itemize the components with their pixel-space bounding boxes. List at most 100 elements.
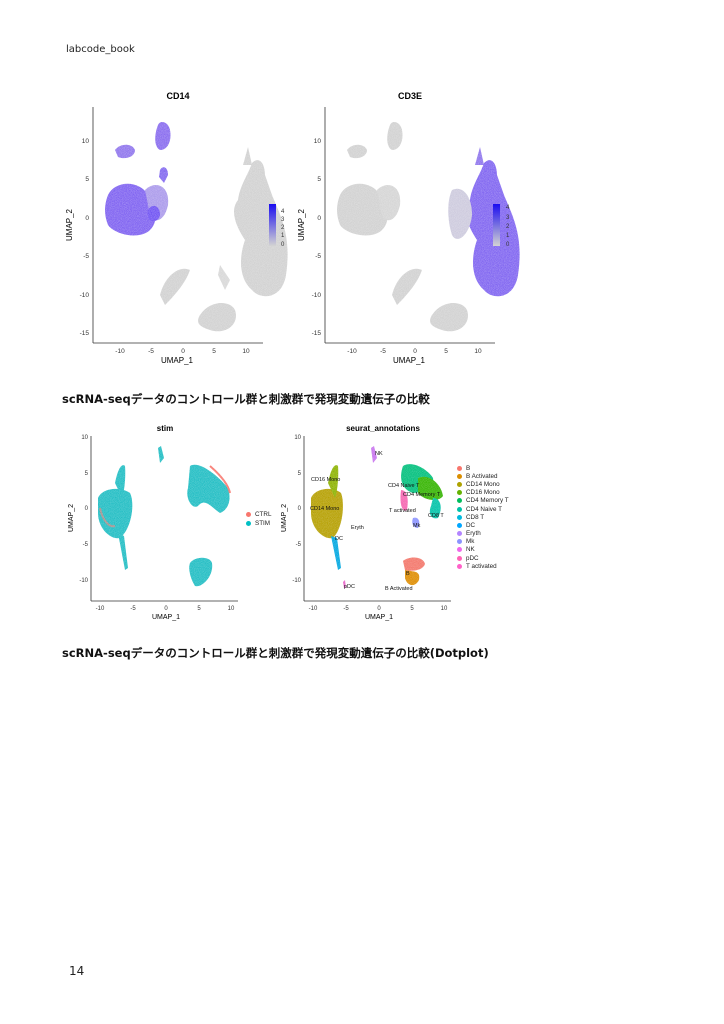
svg-text:10: 10 xyxy=(314,138,322,145)
svg-text:10: 10 xyxy=(294,435,301,441)
svg-text:1: 1 xyxy=(506,233,510,239)
legend-item: CD8 T xyxy=(457,513,509,521)
svg-text:Mk: Mk xyxy=(413,523,421,529)
svg-text:5: 5 xyxy=(444,348,448,355)
svg-text:-5: -5 xyxy=(380,348,386,355)
legend-dot-icon xyxy=(457,473,462,479)
svg-text:2: 2 xyxy=(506,224,510,230)
stim-panel: stim 10 5 0 -5 -10 -10 -5 0 5 10 UMAP_1 UMAP_2 xyxy=(68,424,239,621)
legend-dot-icon xyxy=(457,555,462,561)
legend-item: CD4 Naive T xyxy=(457,505,509,513)
legend-item: T activated xyxy=(457,562,509,570)
legend-dot-icon xyxy=(457,522,462,528)
svg-text:-10: -10 xyxy=(96,606,105,612)
legend-item: DC xyxy=(457,521,509,529)
legend-dot-icon xyxy=(457,490,462,496)
svg-text:10: 10 xyxy=(474,348,482,355)
svg-text:CD14 Mono: CD14 Mono xyxy=(310,506,339,512)
legend-dot-icon xyxy=(457,531,462,537)
svg-text:-10: -10 xyxy=(115,348,125,355)
svg-text:5: 5 xyxy=(85,176,89,183)
cd3e-title: CD3E xyxy=(398,91,422,101)
svg-text:0: 0 xyxy=(281,242,285,248)
legend-item: CD4 Memory T xyxy=(457,497,509,505)
svg-text:UMAP_2: UMAP_2 xyxy=(297,208,306,241)
svg-text:NK: NK xyxy=(375,451,383,457)
svg-text:-5: -5 xyxy=(83,542,89,548)
legend-dot-icon xyxy=(246,521,251,526)
svg-text:10: 10 xyxy=(228,606,235,612)
svg-text:5: 5 xyxy=(197,606,201,612)
svg-text:0: 0 xyxy=(377,606,381,612)
svg-text:-10: -10 xyxy=(347,348,357,355)
svg-text:-5: -5 xyxy=(130,606,136,612)
svg-text:5: 5 xyxy=(212,348,216,355)
svg-text:10: 10 xyxy=(82,138,90,145)
svg-text:0: 0 xyxy=(85,506,89,512)
svg-text:0: 0 xyxy=(506,242,510,248)
legend-dot-icon xyxy=(457,498,462,504)
legend-dot-icon xyxy=(457,539,462,545)
section-heading-dotplot: scRNA-seqデータのコントロール群と刺激群で発現変動遺伝子の比較(Dotp… xyxy=(62,646,489,660)
svg-text:0: 0 xyxy=(317,215,321,222)
legend-item: B xyxy=(457,464,509,472)
legend-item: NK xyxy=(457,546,509,554)
svg-text:CD8 T: CD8 T xyxy=(428,513,444,519)
running-header: labcode_book xyxy=(66,44,135,55)
svg-text:4: 4 xyxy=(281,209,285,215)
svg-text:B Activated: B Activated xyxy=(385,586,413,592)
annotations-panel: seurat_annotations 10 5 0 -5 -10 -10 -5 0 5 10… xyxy=(281,424,452,621)
dimplot-svg: stim 10 5 0 -5 -10 -10 -5 0 5 10 UMAP_1 UMAP_2 xyxy=(68,424,452,621)
page-number: 14 xyxy=(69,964,85,978)
svg-text:UMAP_1: UMAP_1 xyxy=(161,356,194,365)
svg-text:B: B xyxy=(406,571,410,577)
legend-dot-icon xyxy=(457,547,462,553)
svg-text:0: 0 xyxy=(164,606,168,612)
svg-text:-5: -5 xyxy=(343,606,349,612)
legend-item: Eryth xyxy=(457,530,509,538)
svg-text:10: 10 xyxy=(81,435,88,441)
svg-text:UMAP_1: UMAP_1 xyxy=(393,356,426,365)
svg-text:-10: -10 xyxy=(292,578,301,584)
legend-dot-icon xyxy=(246,512,251,517)
svg-text:stim: stim xyxy=(157,424,173,433)
svg-text:-5: -5 xyxy=(83,253,89,260)
svg-text:pDC: pDC xyxy=(344,584,355,590)
svg-text:-15: -15 xyxy=(80,330,90,337)
svg-text:-10: -10 xyxy=(312,292,322,299)
svg-text:CD4 Memory T: CD4 Memory T xyxy=(403,492,441,498)
svg-text:1: 1 xyxy=(281,233,285,239)
svg-text:CD4 Naive T: CD4 Naive T xyxy=(388,483,420,489)
svg-text:-10: -10 xyxy=(79,578,88,584)
svg-text:-5: -5 xyxy=(315,253,321,260)
annotations-legend: B B Activated CD14 Mono CD16 Mono CD4 Me… xyxy=(457,464,509,570)
svg-text:0: 0 xyxy=(298,506,302,512)
legend-item: CD16 Mono xyxy=(457,489,509,497)
dimplot-figure: stim 10 5 0 -5 -10 -10 -5 0 5 10 UMAP_1 UMAP_2 xyxy=(60,418,530,623)
svg-text:-10: -10 xyxy=(80,292,90,299)
legend-dot-icon xyxy=(457,506,462,512)
svg-text:10: 10 xyxy=(441,606,448,612)
svg-text:3: 3 xyxy=(281,217,285,223)
svg-text:4: 4 xyxy=(506,205,510,211)
svg-text:UMAP_2: UMAP_2 xyxy=(281,504,288,532)
svg-text:0: 0 xyxy=(181,348,185,355)
svg-text:5: 5 xyxy=(317,176,321,183)
svg-text:UMAP_2: UMAP_2 xyxy=(65,208,74,241)
legend-item-ctrl: CTRL xyxy=(246,511,271,518)
section-heading-comparison: scRNA-seqデータのコントロール群と刺激群で発現変動遺伝子の比較 xyxy=(62,392,430,406)
legend-item: Mk xyxy=(457,538,509,546)
svg-text:-10: -10 xyxy=(309,606,318,612)
svg-text:DC: DC xyxy=(335,536,343,542)
legend-dot-icon xyxy=(457,514,462,520)
legend-item: B Activated xyxy=(457,472,509,480)
cd14-title: CD14 xyxy=(166,91,189,101)
svg-text:10: 10 xyxy=(242,348,250,355)
svg-text:5: 5 xyxy=(85,471,89,477)
svg-text:0: 0 xyxy=(85,215,89,222)
svg-text:2: 2 xyxy=(281,225,285,231)
svg-text:5: 5 xyxy=(298,471,302,477)
